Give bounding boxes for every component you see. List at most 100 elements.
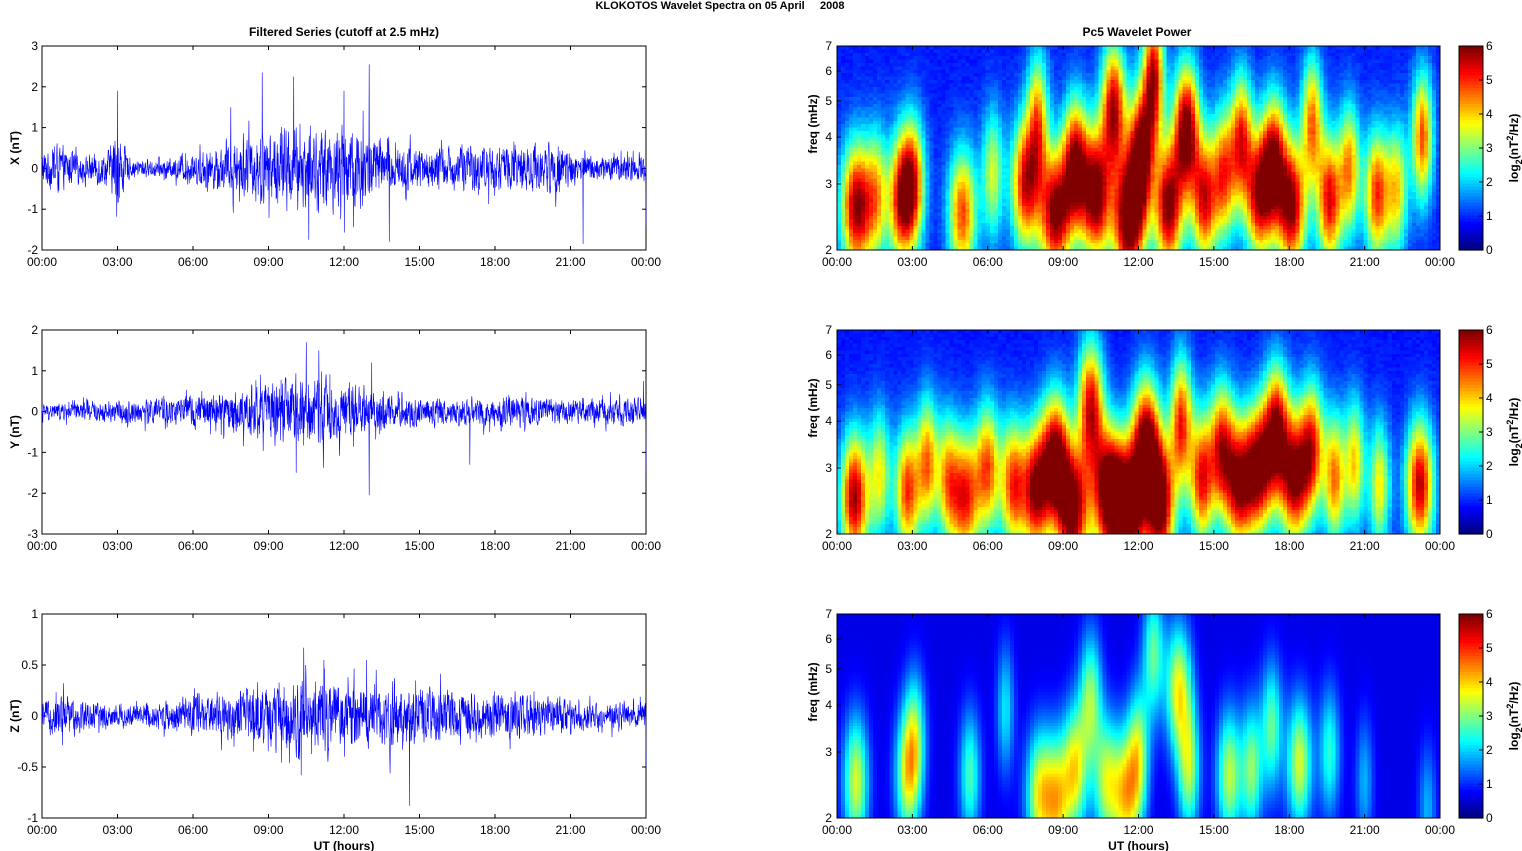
heat-cell [1106, 134, 1111, 139]
heat-cell [1178, 83, 1184, 88]
heat-cell [1222, 52, 1228, 57]
heat-cell [1078, 56, 1083, 61]
heat-cell [1198, 63, 1204, 67]
heat-cell [885, 59, 890, 64]
heat-cell [1038, 86, 1043, 91]
heat-cell [1046, 100, 1051, 105]
heat-cell [1218, 93, 1224, 98]
heat-cell [1247, 97, 1252, 101]
heat-cell [905, 134, 910, 139]
heat-cell [1234, 141, 1240, 146]
heat-cell [1407, 134, 1413, 139]
heat-cell [1255, 46, 1260, 50]
heat-cell [1102, 59, 1107, 64]
heat-cell [1327, 59, 1333, 64]
heat-cell [1339, 90, 1345, 95]
heat-cell [1255, 97, 1260, 101]
heat-cell [1287, 97, 1292, 101]
heat-cell [1291, 86, 1296, 91]
heat-cell [1423, 49, 1429, 54]
heat-cell [925, 69, 931, 74]
heat-cell [893, 151, 898, 156]
heat-cell [1194, 49, 1200, 54]
heat-cell [1154, 83, 1160, 88]
heat-cell [1110, 56, 1115, 61]
heat-cell [1399, 73, 1405, 78]
heat-cell [1042, 93, 1047, 98]
heat-cell [1182, 66, 1188, 71]
heat-cell [1331, 49, 1337, 54]
heat-cell [1347, 151, 1353, 156]
heat-cell [1415, 46, 1421, 50]
heat-cell [1166, 83, 1172, 88]
heat-cell [1190, 59, 1196, 64]
heat-cell [1154, 52, 1160, 57]
heat-cell [1303, 59, 1308, 64]
heat-cell [1303, 100, 1308, 105]
heat-cell [889, 97, 894, 101]
heat-cell [1279, 73, 1284, 78]
heat-cell [1287, 59, 1292, 64]
heat-cell [897, 80, 902, 84]
heat-cell [1122, 141, 1128, 146]
heat-cell [989, 151, 995, 156]
y-tick-label: -0.5 [17, 760, 38, 774]
heat-cell [1291, 69, 1296, 74]
heat-cell [1009, 93, 1015, 98]
heat-cell [909, 59, 914, 64]
heat-cell [1070, 80, 1075, 84]
heat-cell [1009, 134, 1015, 139]
heat-cell [1371, 69, 1377, 74]
heat-cell [965, 73, 971, 78]
heat-cell [1411, 63, 1417, 67]
heat-cell [1021, 49, 1027, 54]
heat-cell [1287, 86, 1292, 91]
heat-cell [1106, 49, 1111, 54]
heat-cell [941, 93, 947, 98]
heat-cell [1263, 69, 1268, 74]
heat-cell [861, 73, 866, 78]
heat-cell [1146, 141, 1152, 146]
heat-cell [1267, 76, 1272, 81]
heat-cell [1017, 46, 1023, 50]
heat-cell [1395, 56, 1401, 61]
heat-cell [1098, 46, 1103, 50]
heat-cell [913, 73, 918, 78]
heat-cell [1275, 86, 1280, 91]
heat-cell [981, 100, 987, 105]
heat-cell [1214, 100, 1220, 105]
heat-cell [1070, 93, 1075, 98]
wavelet-power-heatmap [837, 46, 1441, 251]
heat-cell [1042, 66, 1047, 71]
heat-cell [909, 90, 914, 95]
heat-cell [881, 69, 886, 74]
heat-cell [1239, 59, 1244, 64]
heat-cell [1038, 134, 1043, 139]
heat-cell [1118, 46, 1124, 50]
heat-cell [1319, 73, 1325, 78]
heat-cell [933, 52, 939, 57]
heat-cell [1009, 141, 1015, 146]
heat-cell [1182, 56, 1188, 61]
heat-cell [1255, 59, 1260, 64]
heat-cell [1355, 59, 1361, 64]
heat-cell [941, 52, 947, 57]
heat-cell [1259, 73, 1264, 78]
heat-cell [1142, 63, 1148, 67]
heat-cell [1230, 134, 1236, 139]
heat-cell [845, 90, 850, 95]
heat-cell [1239, 49, 1244, 54]
heat-cell [1178, 90, 1184, 95]
heat-cell [1090, 49, 1095, 54]
heat-cell [1066, 141, 1071, 146]
heat-cell [1106, 66, 1111, 71]
heat-cell [1259, 83, 1264, 88]
heat-cell [1427, 86, 1433, 91]
heat-cell [1391, 66, 1397, 71]
heat-cell [1182, 83, 1188, 88]
heat-cell [1170, 69, 1176, 74]
heat-cell [1255, 76, 1260, 81]
heat-cell [1046, 69, 1051, 74]
heat-cell [1226, 86, 1232, 91]
